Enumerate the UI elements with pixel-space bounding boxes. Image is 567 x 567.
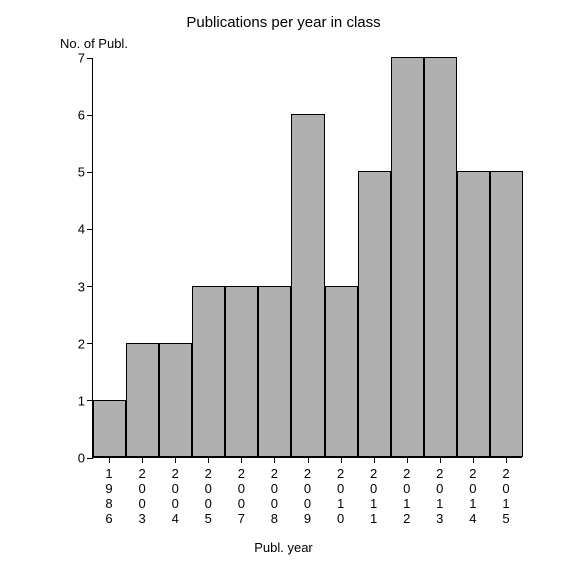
x-tick-label: 1986 [103,466,116,526]
x-tick [440,457,441,463]
bar [490,171,523,457]
x-tick [175,457,176,463]
y-tick [87,286,93,287]
x-tick-label: 2014 [466,466,479,526]
x-tick-label: 2011 [367,466,380,526]
x-tick [241,457,242,463]
bar [192,286,225,457]
bar [93,400,126,457]
bar [457,171,490,457]
y-tick [87,172,93,173]
x-tick-label: 2008 [268,466,281,526]
y-tick-label: 1 [73,393,85,408]
plot-area: 0123456719862003200420052007200820092010… [92,58,522,458]
bar [391,57,424,457]
y-tick-label: 4 [73,222,85,237]
x-tick-label: 2013 [433,466,446,526]
x-tick-label: 2003 [136,466,149,526]
x-tick [208,457,209,463]
x-axis-label: Publ. year [0,540,567,555]
y-tick-label: 3 [73,279,85,294]
bar [159,343,192,457]
x-tick-label: 2015 [499,466,512,526]
y-tick [87,58,93,59]
x-tick-label: 2009 [301,466,314,526]
y-tick [87,458,93,459]
x-tick-label: 2004 [169,466,182,526]
x-tick [341,457,342,463]
x-tick [274,457,275,463]
y-tick-label: 5 [73,165,85,180]
x-tick-label: 2007 [235,466,248,526]
y-tick-label: 6 [73,108,85,123]
y-tick-label: 0 [73,451,85,466]
x-tick [473,457,474,463]
x-tick [308,457,309,463]
y-tick-label: 7 [73,51,85,66]
bar [258,286,291,457]
bar [325,286,358,457]
bar [358,171,391,457]
x-tick [109,457,110,463]
chart-container: Publications per year in class No. of Pu… [0,0,567,567]
bar [424,57,457,457]
bar [291,114,324,457]
x-tick-label: 2005 [202,466,215,526]
y-tick [87,343,93,344]
x-tick [506,457,507,463]
x-tick-label: 2012 [400,466,413,526]
x-tick-label: 2010 [334,466,347,526]
x-tick [142,457,143,463]
y-tick-label: 2 [73,336,85,351]
bar [225,286,258,457]
bar [126,343,159,457]
x-tick [374,457,375,463]
y-tick [87,229,93,230]
y-axis-label: No. of Publ. [60,36,128,51]
y-tick [87,115,93,116]
chart-title: Publications per year in class [0,14,567,31]
x-tick [407,457,408,463]
